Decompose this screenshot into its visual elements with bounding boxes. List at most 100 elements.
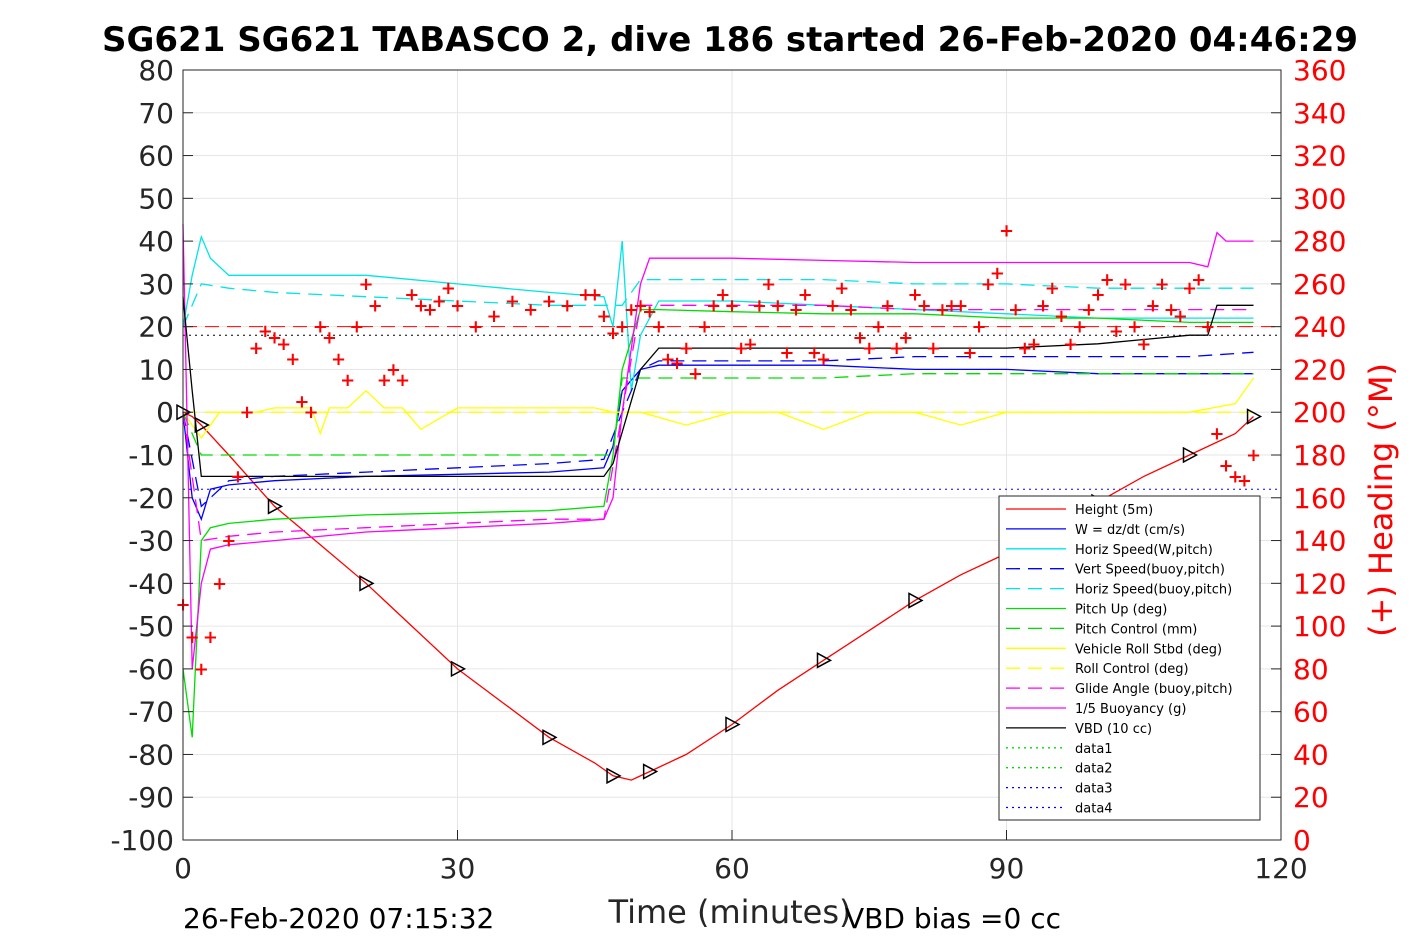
heading-point-20: + xyxy=(358,274,373,295)
series-line-3 xyxy=(182,351,1254,508)
left-tick-label-6: 20 xyxy=(138,311,174,344)
right-tick-label-8: 200 xyxy=(1293,396,1346,429)
heading-point-99: + xyxy=(1145,295,1160,316)
heading-point-72: + xyxy=(898,327,913,348)
heading-point-87: + xyxy=(1036,295,1051,316)
heading-point-10: + xyxy=(267,327,282,348)
height-marker-10 xyxy=(542,729,558,746)
heading-point-95: + xyxy=(1109,321,1124,342)
heading-point-13: + xyxy=(294,392,309,413)
heading-point-63: + xyxy=(816,349,831,370)
heading-point-108: + xyxy=(1228,466,1243,487)
heading-point-82: + xyxy=(990,263,1005,284)
height-marker-28 xyxy=(1246,408,1263,425)
heading-point-36: + xyxy=(560,295,575,316)
heading-point-8: + xyxy=(249,338,264,359)
heading-point-48: + xyxy=(679,338,694,359)
height-marker-12 xyxy=(606,767,622,785)
heading-point-40: + xyxy=(606,323,621,344)
heading-point-97: + xyxy=(1127,317,1142,338)
left-tick-label-3: 50 xyxy=(138,182,174,215)
heading-point-55: + xyxy=(743,334,758,355)
heading-point-107: + xyxy=(1219,456,1234,477)
legend-label-3: Vert Speed(buoy,pitch) xyxy=(1075,563,1225,578)
footer-timestamp: 26-Feb-2020 07:15:32 xyxy=(183,902,494,935)
legend-label-9: Glide Angle (buoy,pitch) xyxy=(1075,682,1233,697)
series-line-1 xyxy=(182,364,1254,522)
right-tick-label-9: 180 xyxy=(1293,439,1346,472)
height-marker-6 xyxy=(359,575,375,592)
heading-point-57: + xyxy=(761,274,776,295)
right-tick-label-5: 260 xyxy=(1293,268,1346,301)
heading-point-54: + xyxy=(734,338,749,359)
x-tick-label-1: 30 xyxy=(440,852,476,885)
right-tick-label-17: 20 xyxy=(1293,781,1329,814)
heading-point-110: + xyxy=(1246,445,1261,466)
heading-point-92: + xyxy=(1081,300,1096,321)
heading-point-106: + xyxy=(1209,424,1224,445)
legend-label-0: Height (5m) xyxy=(1075,503,1153,518)
right-tick-label-2: 320 xyxy=(1293,140,1346,173)
legend-label-11: VBD (10 cc) xyxy=(1075,722,1152,737)
heading-point-47: + xyxy=(670,353,685,374)
heading-point-56: + xyxy=(752,295,767,316)
legend-label-8: Roll Control (deg) xyxy=(1075,662,1189,677)
right-tick-label-12: 120 xyxy=(1293,567,1346,600)
heading-point-34: + xyxy=(523,300,538,321)
heading-point-102: + xyxy=(1173,306,1188,327)
reference-lines xyxy=(183,326,1281,490)
x-tick-label-2: 60 xyxy=(714,852,750,885)
heading-point-3: + xyxy=(203,627,218,648)
heading-point-5: + xyxy=(221,531,236,552)
heading-point-11: + xyxy=(276,334,291,355)
heading-point-103: + xyxy=(1182,278,1197,299)
right-tick-label-16: 40 xyxy=(1293,738,1329,771)
left-tick-label-5: 30 xyxy=(138,268,174,301)
right-tick-label-0: 360 xyxy=(1293,54,1346,87)
series-line-2 xyxy=(182,234,1254,391)
heading-point-64: + xyxy=(825,295,840,316)
height-marker-8 xyxy=(450,660,467,678)
heading-point-41: + xyxy=(615,317,630,338)
right-tick-label-4: 280 xyxy=(1293,225,1346,258)
left-tick-label-12: -40 xyxy=(128,567,174,600)
legend-label-6: Pitch Control (mm) xyxy=(1075,622,1197,637)
left-tick-label-16: -80 xyxy=(128,738,174,771)
heading-point-17: + xyxy=(331,349,346,370)
heading-point-51: + xyxy=(706,295,721,316)
right-tick-label-1: 340 xyxy=(1293,97,1346,130)
series-lines xyxy=(182,223,1255,781)
heading-point-85: + xyxy=(1017,338,1032,359)
heading-point-53: + xyxy=(724,295,739,316)
legend-label-4: Horiz Speed(buoy,pitch) xyxy=(1075,583,1232,598)
right-tick-label-7: 220 xyxy=(1293,353,1346,386)
heading-point-105: + xyxy=(1200,317,1215,338)
left-tick-label-9: -10 xyxy=(128,439,174,472)
legend-box xyxy=(998,495,1261,821)
heading-point-42: + xyxy=(624,300,639,321)
series-line-4 xyxy=(182,278,1254,327)
heading-point-37: + xyxy=(578,285,593,306)
left-tick-label-14: -60 xyxy=(128,653,174,686)
left-tick-label-17: -90 xyxy=(128,781,174,814)
heading-point-12: + xyxy=(285,349,300,370)
left-tick-label-13: -50 xyxy=(128,610,174,643)
legend-label-14: data3 xyxy=(1075,782,1113,797)
heading-point-88: + xyxy=(1045,278,1060,299)
right-tick-label-10: 160 xyxy=(1293,482,1346,515)
heading-point-93: + xyxy=(1090,285,1105,306)
heading-point-69: + xyxy=(871,317,886,338)
heading-point-78: + xyxy=(953,295,968,316)
heading-point-25: + xyxy=(404,285,419,306)
left-tick-label-10: -20 xyxy=(128,482,174,515)
legend-label-2: Horiz Speed(W,pitch) xyxy=(1075,543,1213,558)
heading-point-59: + xyxy=(779,342,794,363)
left-tick-label-18: -100 xyxy=(110,824,174,857)
right-tick-label-6: 240 xyxy=(1293,311,1346,344)
heading-point-73: + xyxy=(907,285,922,306)
heading-point-24: + xyxy=(395,370,410,391)
left-axis-ticks: 80 70 60 50 40 30 20 10 0 -10 -20 -30 -40 -50 -60 -70 -8… xyxy=(110,54,193,857)
heading-point-65: + xyxy=(834,278,849,299)
chart-title: SG621 SG621 TABASCO 2, dive 186 started … xyxy=(102,20,1358,60)
x-tick-label-0: 0 xyxy=(174,852,192,885)
